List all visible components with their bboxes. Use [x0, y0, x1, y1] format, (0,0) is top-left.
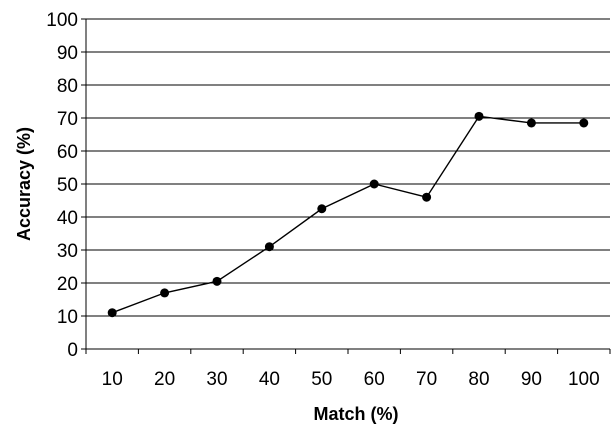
y-axis-title: Accuracy (%) [14, 127, 34, 241]
data-point [160, 288, 170, 298]
y-tick-label: 70 [57, 109, 78, 130]
data-point [474, 111, 484, 121]
data-point [212, 276, 222, 286]
y-tick-label: 30 [57, 241, 78, 262]
series-line [111, 115, 584, 314]
x-axis-title: Match (%) [314, 404, 399, 424]
x-tick-label: 60 [364, 369, 385, 390]
data-point [369, 179, 379, 189]
x-tick-label: 30 [206, 369, 227, 390]
y-tick-label: 0 [67, 340, 78, 361]
data-point [107, 308, 117, 318]
x-tick-label: 40 [259, 369, 280, 390]
y-tick-label: 40 [57, 208, 78, 229]
data-point [422, 192, 432, 202]
y-tick-label: 50 [57, 175, 78, 196]
y-tick-label: 60 [57, 142, 78, 163]
y-tick-label: 100 [46, 10, 78, 31]
axes [81, 18, 611, 354]
data-point [526, 118, 536, 128]
gridlines [86, 18, 610, 317]
y-tick-label: 10 [57, 307, 78, 328]
x-tick-label: 80 [468, 369, 489, 390]
series [107, 111, 589, 318]
y-tick-label: 80 [57, 76, 78, 97]
x-tick-labels: 10 20 30 40 50 60 70 80 90 100 [102, 369, 600, 390]
data-point [264, 242, 274, 252]
x-tick-label: 20 [154, 369, 175, 390]
series-group [107, 111, 589, 318]
x-tick-label: 50 [311, 369, 332, 390]
data-point [317, 204, 327, 214]
x-tick-label: 100 [568, 369, 600, 390]
y-tick-labels: 0 10 20 30 40 50 60 70 80 90 100 [46, 10, 78, 361]
x-tick-label: 10 [102, 369, 123, 390]
x-tick-label: 90 [521, 369, 542, 390]
data-point [579, 118, 589, 128]
x-tick-label: 70 [416, 369, 437, 390]
y-tick-label: 90 [57, 43, 78, 64]
y-tick-label: 20 [57, 274, 78, 295]
